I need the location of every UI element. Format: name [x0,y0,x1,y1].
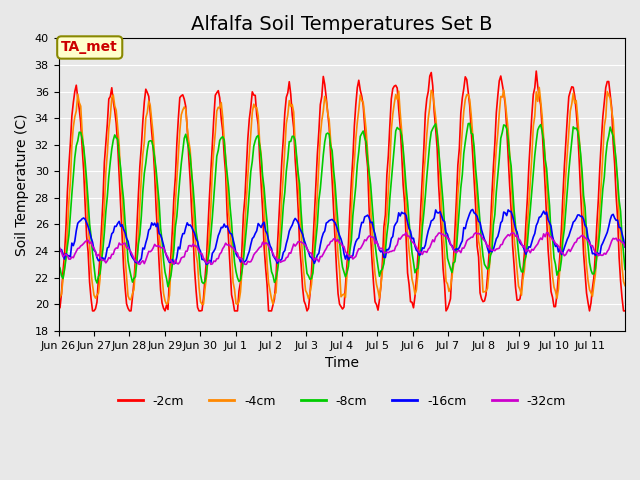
X-axis label: Time: Time [324,356,359,370]
Legend: -2cm, -4cm, -8cm, -16cm, -32cm: -2cm, -4cm, -8cm, -16cm, -32cm [113,390,571,413]
Text: TA_met: TA_met [61,40,118,55]
Title: Alfalfa Soil Temperatures Set B: Alfalfa Soil Temperatures Set B [191,15,493,34]
Y-axis label: Soil Temperature (C): Soil Temperature (C) [15,113,29,256]
